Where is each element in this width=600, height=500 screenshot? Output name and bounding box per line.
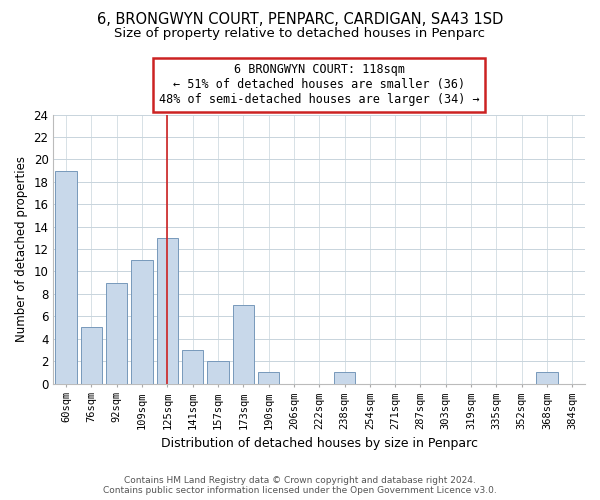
Bar <box>106 282 127 384</box>
Bar <box>233 305 254 384</box>
Bar <box>55 170 77 384</box>
Bar <box>131 260 153 384</box>
Text: 6 BRONGWYN COURT: 118sqm
← 51% of detached houses are smaller (36)
48% of semi-d: 6 BRONGWYN COURT: 118sqm ← 51% of detach… <box>159 64 479 106</box>
Y-axis label: Number of detached properties: Number of detached properties <box>15 156 28 342</box>
Text: Size of property relative to detached houses in Penparc: Size of property relative to detached ho… <box>115 28 485 40</box>
Bar <box>258 372 280 384</box>
Bar <box>536 372 558 384</box>
Bar <box>80 328 102 384</box>
Bar <box>207 361 229 384</box>
Bar <box>157 238 178 384</box>
Bar <box>334 372 355 384</box>
Text: Contains HM Land Registry data © Crown copyright and database right 2024.
Contai: Contains HM Land Registry data © Crown c… <box>103 476 497 495</box>
X-axis label: Distribution of detached houses by size in Penparc: Distribution of detached houses by size … <box>161 437 478 450</box>
Bar <box>182 350 203 384</box>
Text: 6, BRONGWYN COURT, PENPARC, CARDIGAN, SA43 1SD: 6, BRONGWYN COURT, PENPARC, CARDIGAN, SA… <box>97 12 503 28</box>
